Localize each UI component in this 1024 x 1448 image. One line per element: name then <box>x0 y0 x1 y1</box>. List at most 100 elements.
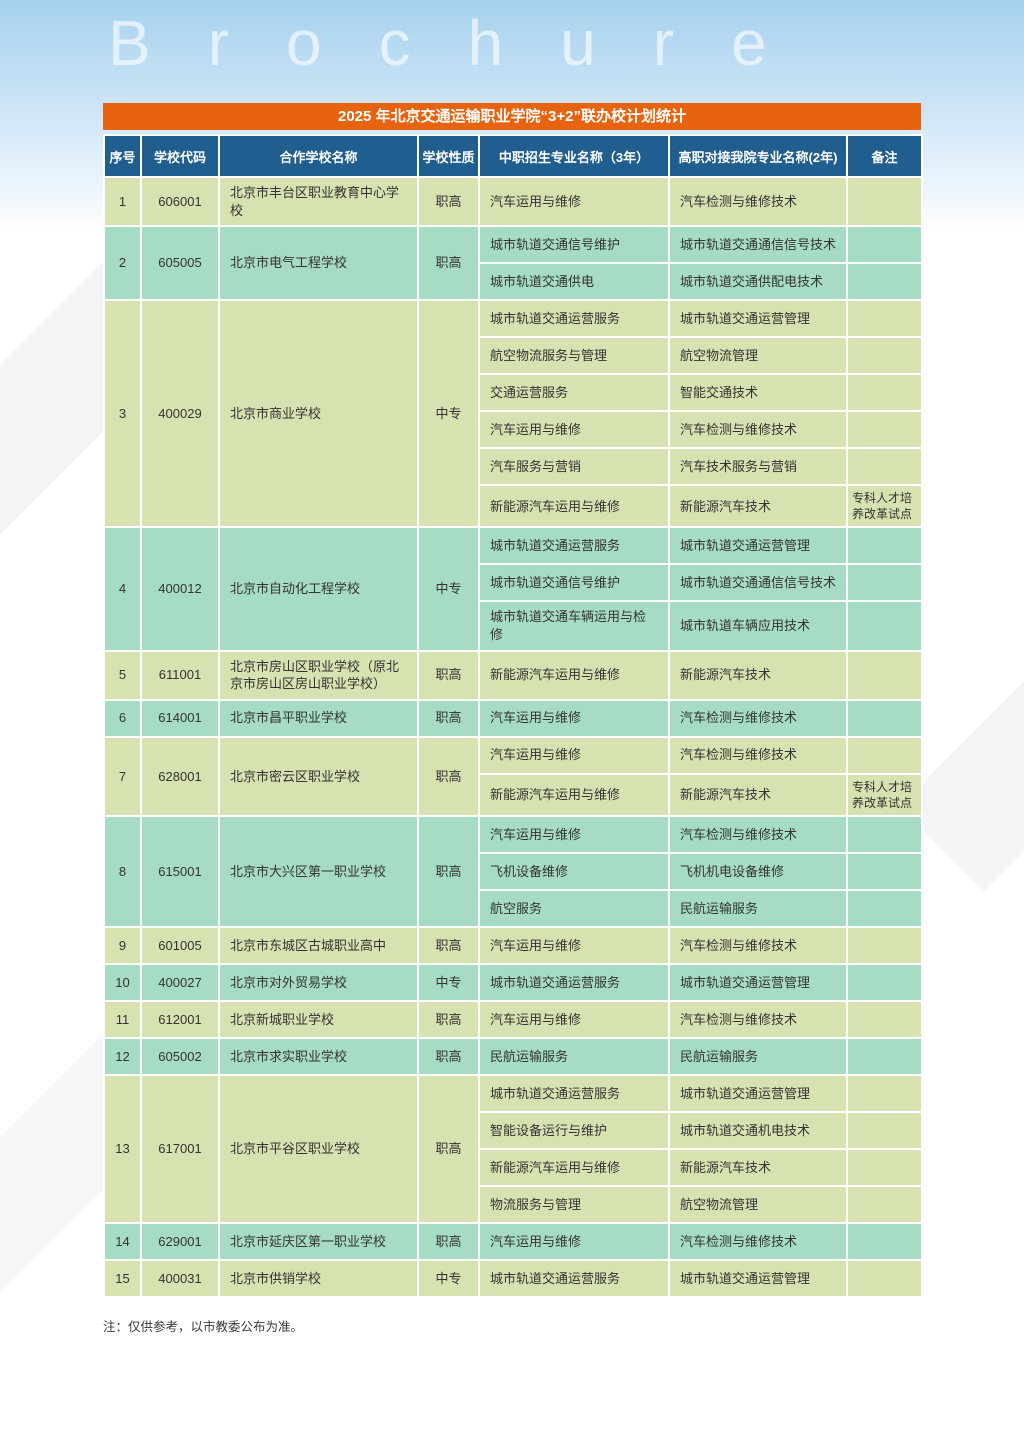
remark-cell <box>846 225 923 265</box>
major-higher-cell: 新能源汽车技术 <box>668 649 848 701</box>
major-secondary-cell: 汽车服务与营销 <box>478 447 670 487</box>
major-higher-cell: 汽车检测与维修技术 <box>668 815 848 855</box>
table-row: 城市轨道交通车辆运用与检修 城市轨道车辆应用技术 <box>104 600 923 652</box>
school-name-cell: 北京市房山区职业学校（原北京市房山区房山职业学校） <box>218 649 419 701</box>
major-higher-cell: 汽车检测与维修技术 <box>668 175 848 228</box>
table-row: 11 612001 北京新城职业学校 职高 汽车运用与维修 汽车检测与维修技术 <box>103 1000 923 1040</box>
major-secondary-cell: 汽车运用与维修 <box>478 698 670 738</box>
table-row: 2 605005 北京市电气工程学校 职高 城市轨道交通信号维护 城市轨道交通通信信号技术 <box>103 225 923 302</box>
school-code-cell: 400012 <box>140 526 220 652</box>
school-type-cell: 中专 <box>417 963 480 1003</box>
table-row: 新能源汽车运用与维修 新能源汽车技术 <box>104 1148 923 1188</box>
major-higher-cell: 汽车技术服务与营销 <box>668 447 848 487</box>
major-secondary-cell: 汽车运用与维修 <box>478 1000 670 1040</box>
remark-cell <box>846 563 923 603</box>
remark-cell <box>846 889 923 929</box>
major-secondary-cell: 新能源汽车运用与维修 <box>478 1148 670 1188</box>
school-name-cell: 北京市平谷区职业学校 <box>218 1074 419 1225</box>
major-secondary-cell: 城市轨道交通车辆运用与检修 <box>478 600 670 652</box>
table-row: 13 617001 北京市平谷区职业学校 职高 城市轨道交通运营服务 城市轨道交通运营管理 <box>103 1074 923 1225</box>
table-row: 物流服务与管理 航空物流管理 <box>104 1185 923 1225</box>
school-name-cell: 北京市对外贸易学校 <box>218 963 419 1003</box>
remark-cell <box>846 262 923 302</box>
major-higher-cell: 民航运输服务 <box>668 1037 848 1077</box>
remark-cell <box>846 526 923 566</box>
table-row: 8 615001 北京市大兴区第一职业学校 职高 汽车运用与维修 汽车检测与维修技术 <box>103 815 923 929</box>
table-row: 7 628001 北京市密云区职业学校 职高 汽车运用与维修 汽车检测与维修技术 <box>103 735 923 818</box>
table-row: 12 605002 北京市求实职业学校 职高 民航运输服务 民航运输服务 <box>103 1037 923 1077</box>
table-row: 4 400012 北京市自动化工程学校 中专 城市轨道交通运营服务 城市轨道交通运营管理 <box>103 526 923 652</box>
major-higher-cell: 新能源汽车技术 <box>668 484 848 529</box>
remark-cell <box>846 852 923 892</box>
school-type-cell: 中专 <box>417 1259 480 1299</box>
remark-cell <box>846 815 923 855</box>
major-secondary-cell: 物流服务与管理 <box>478 1185 670 1225</box>
serial-cell: 15 <box>103 1259 142 1299</box>
major-higher-cell: 城市轨道交通运营管理 <box>668 526 848 566</box>
major-higher-cell: 民航运输服务 <box>668 889 848 929</box>
major-secondary-cell: 新能源汽车运用与维修 <box>478 649 670 701</box>
serial-cell: 7 <box>103 735 142 818</box>
table-row: 3 400029 北京市商业学校 中专 城市轨道交通运营服务 城市轨道交通运营管理 <box>103 299 923 529</box>
school-code-cell: 612001 <box>140 1000 220 1040</box>
major-secondary-cell: 城市轨道交通运营服务 <box>478 526 670 566</box>
major-higher-cell: 城市轨道交通通信信号技术 <box>668 563 848 603</box>
major-higher-cell: 汽车检测与维修技术 <box>668 926 848 966</box>
major-higher-cell: 汽车检测与维修技术 <box>668 1000 848 1040</box>
major-higher-cell: 城市轨道交通供配电技术 <box>668 262 848 302</box>
major-secondary-cell: 城市轨道交通信号维护 <box>478 563 670 603</box>
major-secondary-cell: 城市轨道交通供电 <box>478 262 670 302</box>
major-secondary-cell: 航空物流服务与管理 <box>478 336 670 376</box>
major-secondary-cell: 汽车运用与维修 <box>478 410 670 450</box>
remark-cell <box>846 175 923 228</box>
remark-cell <box>846 600 923 652</box>
remark-cell <box>846 735 923 775</box>
school-code-cell: 601005 <box>140 926 220 966</box>
school-code-cell: 606001 <box>140 175 220 228</box>
page-content: 2025 年北京交通运输职业学院“3+2”联办校计划统计 序号 学校代码 合作学校名… <box>103 0 923 1335</box>
major-secondary-cell: 智能设备运行与维护 <box>478 1111 670 1151</box>
major-higher-cell: 汽车检测与维修技术 <box>668 1222 848 1262</box>
remark-cell <box>846 649 923 701</box>
table-row: 汽车服务与营销 汽车技术服务与营销 <box>104 447 923 487</box>
major-higher-cell: 智能交通技术 <box>668 373 848 413</box>
school-code-cell: 400027 <box>140 963 220 1003</box>
school-name-cell: 北京市供销学校 <box>218 1259 419 1299</box>
school-type-cell: 职高 <box>417 815 480 929</box>
major-higher-cell: 城市轨道交通运营管理 <box>668 1259 848 1299</box>
serial-cell: 5 <box>103 649 142 701</box>
remark-cell <box>846 373 923 413</box>
school-type-cell: 职高 <box>417 175 480 228</box>
school-type-cell: 中专 <box>417 526 480 652</box>
major-secondary-cell: 城市轨道交通运营服务 <box>478 1259 670 1299</box>
school-type-cell: 职高 <box>417 698 480 738</box>
school-code-cell: 400029 <box>140 299 220 529</box>
serial-cell: 6 <box>103 698 142 738</box>
school-name-cell: 北京市自动化工程学校 <box>218 526 419 652</box>
school-type-cell: 职高 <box>417 649 480 701</box>
school-code-cell: 615001 <box>140 815 220 929</box>
school-code-cell: 629001 <box>140 1222 220 1262</box>
brochure-watermark: Brochure <box>108 7 824 79</box>
serial-cell: 3 <box>103 299 142 529</box>
table-row: 智能设备运行与维护 城市轨道交通机电技术 <box>104 1111 923 1151</box>
table-row: 航空物流服务与管理 航空物流管理 <box>104 336 923 376</box>
major-higher-cell: 城市轨道交通运营管理 <box>668 1074 848 1114</box>
major-higher-cell: 城市轨道交通通信信号技术 <box>668 225 848 265</box>
column-header: 学校性质 <box>417 134 480 178</box>
school-name-cell: 北京市大兴区第一职业学校 <box>218 815 419 929</box>
school-name-cell: 北京市延庆区第一职业学校 <box>218 1222 419 1262</box>
major-secondary-cell: 城市轨道交通信号维护 <box>478 225 670 265</box>
major-secondary-cell: 航空服务 <box>478 889 670 929</box>
remark-cell <box>846 299 923 339</box>
major-secondary-cell: 新能源汽车运用与维修 <box>478 484 670 529</box>
remark-cell <box>846 1259 923 1299</box>
school-code-cell: 628001 <box>140 735 220 818</box>
major-higher-cell: 航空物流管理 <box>668 1185 848 1225</box>
serial-cell: 13 <box>103 1074 142 1225</box>
major-higher-cell: 新能源汽车技术 <box>668 1148 848 1188</box>
remark-cell <box>846 447 923 487</box>
school-name-cell: 北京市密云区职业学校 <box>218 735 419 818</box>
school-type-cell: 职高 <box>417 926 480 966</box>
school-name-cell: 北京新城职业学校 <box>218 1000 419 1040</box>
